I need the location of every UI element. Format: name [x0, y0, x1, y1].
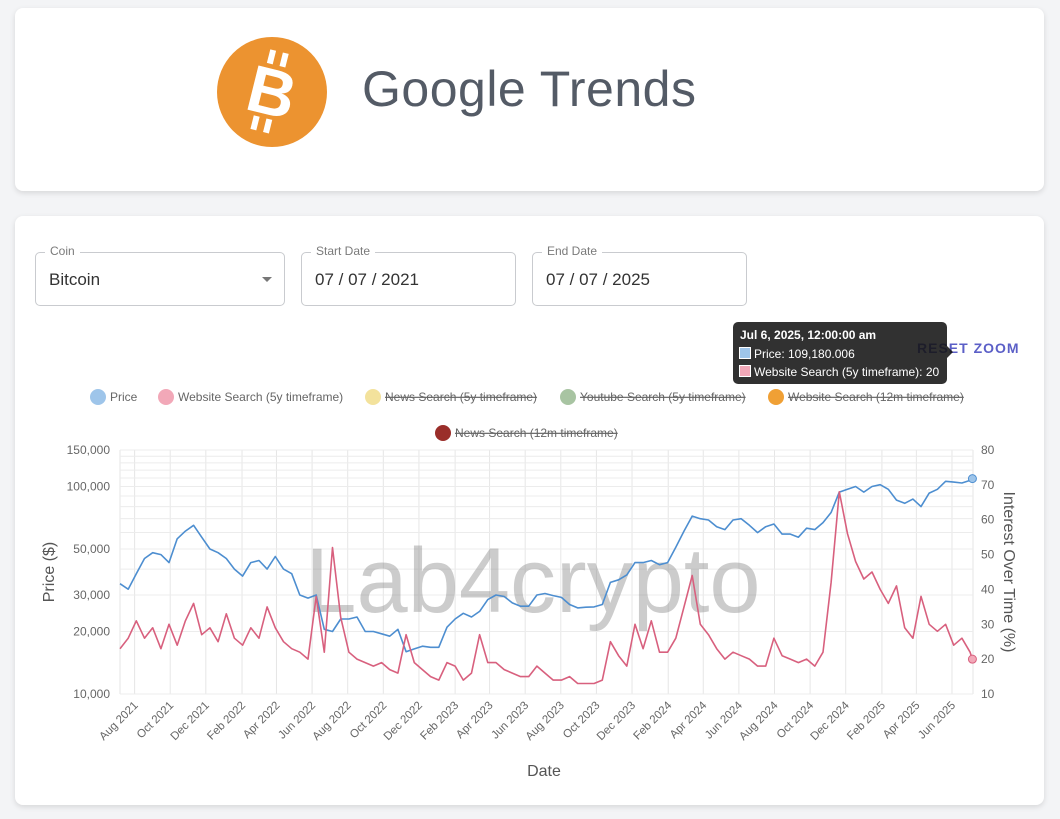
y-right-tick-label: 20 — [981, 652, 995, 666]
legend-marker — [158, 389, 174, 405]
legend-item-label[interactable]: Website Search (12m timeframe) — [788, 390, 964, 404]
end-date-value[interactable]: 07 / 07 / 2025 — [546, 270, 650, 289]
bitcoin-logo-icon: B — [217, 37, 327, 147]
tooltip-title: Jul 6, 2025, 12:00:00 am — [740, 328, 877, 342]
chart-tooltip: Jul 6, 2025, 12:00:00 am Price: 109,180.… — [733, 322, 953, 384]
legend-item-label[interactable]: News Search (12m timeframe) — [455, 426, 618, 440]
x-tick-label: Aug 2021 — [97, 700, 140, 743]
legend-item-label[interactable]: Price — [110, 390, 138, 404]
hover-point — [967, 654, 977, 664]
x-tick-label: Apr 2023 — [454, 700, 495, 741]
y-right-tick-label: 10 — [981, 687, 995, 701]
page-title: Google Trends — [362, 61, 697, 117]
x-tick-label: Feb 2023 — [418, 700, 461, 743]
tooltip-text: Price: 109,180.006 — [754, 347, 855, 361]
legend-item-label[interactable]: Website Search (5y timeframe) — [178, 390, 343, 404]
coin-select[interactable]: Coin Bitcoin — [35, 244, 285, 306]
legend-item-label[interactable]: News Search (5y timeframe) — [385, 390, 537, 404]
header-card: B Google Trends — [15, 8, 1044, 191]
series-line-price — [119, 477, 973, 653]
coin-select-value: Bitcoin — [49, 270, 101, 289]
x-tick-label: Feb 2022 — [205, 700, 248, 743]
x-axis-title: Date — [527, 763, 561, 780]
legend-marker — [90, 389, 106, 405]
y-right-tick-label: 50 — [981, 548, 995, 562]
series-line-website-search-5y-timeframe- — [119, 491, 974, 685]
y-left-tick-label: 150,000 — [67, 443, 111, 457]
tooltip-swatch — [739, 347, 751, 359]
y-right-tick-label: 80 — [981, 443, 995, 457]
x-tick-label: Aug 2023 — [524, 700, 567, 743]
x-tick-label: Feb 2025 — [845, 700, 888, 743]
start-date-label: Start Date — [311, 244, 376, 258]
hover-point — [967, 474, 977, 484]
x-tick-label: Dec 2024 — [809, 699, 853, 743]
tooltip-swatch — [739, 365, 751, 377]
x-tick-label: Feb 2024 — [631, 699, 674, 742]
end-date-label: End Date — [542, 244, 603, 258]
x-tick-label: Dec 2022 — [382, 700, 425, 743]
y-right-tick-label: 70 — [981, 478, 995, 492]
x-tick-label: Apr 2025 — [881, 700, 922, 741]
end-date-field[interactable]: End Date 07 / 07 / 2025 — [532, 244, 747, 306]
x-tick-label: Aug 2022 — [311, 700, 354, 743]
chevron-down-icon[interactable] — [262, 277, 272, 282]
x-tick-label: Dec 2023 — [595, 700, 638, 743]
y-left-axis-title: Price ($) — [41, 542, 58, 602]
legend-item-label[interactable]: Youtube Search (5y timeframe) — [580, 390, 746, 404]
watermark-text: Lab4crypto — [305, 530, 760, 632]
y-right-axis-title: Interest Over Time (%) — [1000, 492, 1017, 653]
legend-marker — [365, 389, 381, 405]
x-tick-label: Jun 2025 — [916, 700, 958, 742]
y-left-tick-label: 20,000 — [73, 625, 110, 639]
legend-marker — [435, 425, 451, 441]
tooltip-text: Website Search (5y timeframe): 20 — [754, 365, 940, 379]
coin-select-label: Coin — [45, 244, 80, 258]
x-tick-label: Apr 2022 — [241, 700, 282, 741]
y-left-tick-label: 50,000 — [73, 542, 110, 556]
legend-marker — [560, 389, 576, 405]
y-right-tick-label: 40 — [981, 582, 995, 596]
y-left-tick-label: 10,000 — [73, 687, 110, 701]
y-right-tick-label: 30 — [981, 617, 995, 631]
y-left-tick-label: 100,000 — [67, 480, 111, 494]
legend-marker — [768, 389, 784, 405]
start-date-field[interactable]: Start Date 07 / 07 / 2021 — [301, 244, 516, 306]
tooltip-row-website: Website Search (5y timeframe): 20 — [739, 365, 939, 379]
start-date-value[interactable]: 07 / 07 / 2021 — [315, 270, 419, 289]
y-right-tick-label: 60 — [981, 513, 995, 527]
y-left-tick-label: 30,000 — [73, 588, 110, 602]
x-tick-label: Dec 2021 — [169, 700, 212, 743]
x-tick-label: Aug 2024 — [737, 699, 781, 743]
tooltip-row-price: Price: 109,180.006 — [739, 347, 855, 361]
